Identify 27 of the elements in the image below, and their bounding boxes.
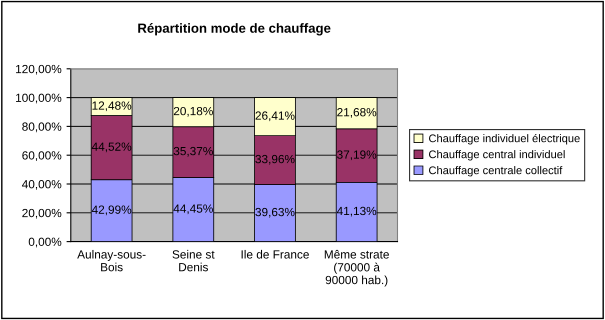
x-tick-label: Même strate (70000 à 90000 hab.) — [324, 250, 389, 287]
y-tick-label: 100,00% — [16, 94, 62, 104]
y-tick-label: 20,00% — [22, 208, 62, 219]
y-tick-label: 40,00% — [22, 180, 62, 190]
data-label: 26,41% — [256, 111, 295, 122]
data-label: 21,68% — [337, 108, 376, 118]
data-label: 37,19% — [337, 150, 376, 160]
data-label: 33,96% — [255, 154, 295, 165]
y-tick-label: 80,00% — [22, 122, 62, 132]
data-label: 41,13% — [336, 206, 376, 217]
y-tick-label: 120,00% — [16, 64, 62, 75]
legend-label: Chauffage centrale collectif — [429, 166, 562, 176]
x-tick-label: Aulnay-sous- Bois — [77, 250, 146, 272]
data-label: 35,37% — [174, 146, 213, 157]
legend-label: Chauffage individuel électrique — [429, 134, 580, 144]
data-label: 20,18% — [174, 106, 213, 117]
data-label: 39,63% — [255, 208, 295, 218]
y-tick-label: 60,00% — [22, 151, 62, 161]
y-tick-label: 0,00% — [28, 238, 62, 248]
data-label: 42,99% — [92, 205, 132, 216]
x-tick-label: Seine st Denis — [172, 250, 215, 272]
legend-label: Chauffage central individuel — [429, 150, 565, 160]
data-label: 44,45% — [174, 204, 213, 214]
x-tick-label: Ile de France — [242, 250, 309, 259]
chart-title: Répartition mode de chauffage — [138, 23, 330, 36]
data-label: 44,52% — [92, 142, 132, 152]
data-label: 12,48% — [92, 101, 132, 112]
